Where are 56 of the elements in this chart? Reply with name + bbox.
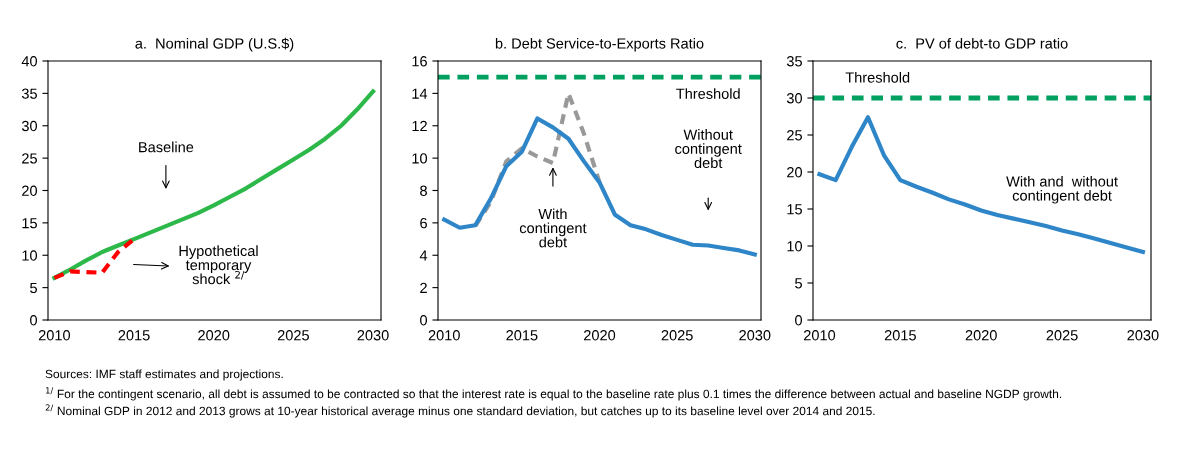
text: $^{2/}$ Nominal GDP in 2012 and 2013 grows at 10-year historical average minus one standard deviation, but catches up to its baseline level over 2014 and 2015. bbox=[45, 404, 875, 418]
source-note: Sources: IMF staff estimates and projections. bbox=[45, 369, 283, 381]
x-tick-label: 2020 bbox=[965, 330, 997, 341]
annotation: Hypothetical temporary shock $^{2/}$ bbox=[179, 245, 258, 285]
x-tick-label: 2030 bbox=[1127, 330, 1159, 341]
ref-line-label: Threshold bbox=[676, 88, 740, 99]
y-tick-label: 10 bbox=[22, 250, 38, 261]
y-tick-label: 2 bbox=[420, 282, 427, 293]
y-tick-label: 5 bbox=[795, 278, 802, 289]
y-tick-label: 6 bbox=[420, 217, 427, 229]
y-tick-label: 35 bbox=[786, 56, 802, 67]
x-tick-label: 2030 bbox=[357, 330, 389, 341]
x-tick-label: 2025 bbox=[661, 330, 693, 341]
y-tick-label: 25 bbox=[787, 130, 802, 141]
y-tick-label: 14 bbox=[412, 88, 428, 99]
y-tick-label: 25 bbox=[22, 153, 37, 164]
y-tick-label: 5 bbox=[30, 282, 37, 294]
y-tick-label: 16 bbox=[412, 56, 427, 67]
line-series bbox=[442, 116, 757, 257]
x-tick-label: 2015 bbox=[884, 330, 916, 341]
y-tick-label: 0 bbox=[30, 315, 38, 326]
chart-title: a. Nominal GDP (U.S.$) bbox=[135, 37, 294, 52]
x-tick-label: 2025 bbox=[277, 330, 309, 341]
x-tick-label: 2010 bbox=[803, 330, 836, 341]
y-tick-label: 40 bbox=[21, 56, 38, 67]
y-tick-label: 4 bbox=[419, 250, 428, 261]
y-tick-label: 0 bbox=[795, 315, 803, 326]
x-tick-label: 2020 bbox=[584, 330, 616, 341]
y-tick-label: 30 bbox=[786, 93, 803, 104]
y-tick-label: 0 bbox=[420, 315, 428, 326]
annotation: With contingent debt bbox=[519, 208, 587, 248]
x-tick-label: 2015 bbox=[118, 330, 150, 341]
x-tick-label: 2010 bbox=[38, 330, 71, 341]
x-tick-label: 2025 bbox=[1046, 330, 1078, 341]
y-tick-label: 10 bbox=[412, 153, 428, 164]
y-tick-label: 30 bbox=[21, 120, 38, 132]
y-tick-label: 10 bbox=[787, 241, 803, 252]
x-tick-label: 2010 bbox=[428, 330, 460, 341]
chart-title: c. PV of debt-to GDP ratio bbox=[896, 37, 1068, 49]
x-tick-label: 2020 bbox=[198, 330, 230, 341]
y-tick-label: 15 bbox=[787, 204, 802, 215]
x-tick-label: 2030 bbox=[739, 330, 771, 341]
chart-title: b. Debt Service-to-Exports Ratio bbox=[495, 37, 704, 52]
line-series bbox=[817, 115, 1145, 255]
y-tick-label: 35 bbox=[21, 88, 37, 99]
annotation: With and without contingent debt bbox=[1006, 175, 1118, 204]
y-tick-label: 8 bbox=[420, 185, 427, 196]
text: $^{1/}$ For the contingent scenario, all debt is assumed to be contracted so that the interest rate is equal to the baseline rate plus 0.1 times the difference between actual and baseline NGDP growth. bbox=[46, 387, 1062, 401]
annotation: Without contingent debt bbox=[675, 129, 742, 169]
x-tick-label: 2015 bbox=[506, 330, 538, 341]
y-tick-label: 20 bbox=[787, 167, 803, 178]
ref-line-label: Threshold bbox=[845, 71, 910, 83]
y-tick-label: 20 bbox=[22, 185, 38, 196]
y-tick-label: 15 bbox=[22, 218, 37, 229]
annotation: Baseline bbox=[139, 141, 194, 153]
y-tick-label: 12 bbox=[412, 120, 427, 132]
